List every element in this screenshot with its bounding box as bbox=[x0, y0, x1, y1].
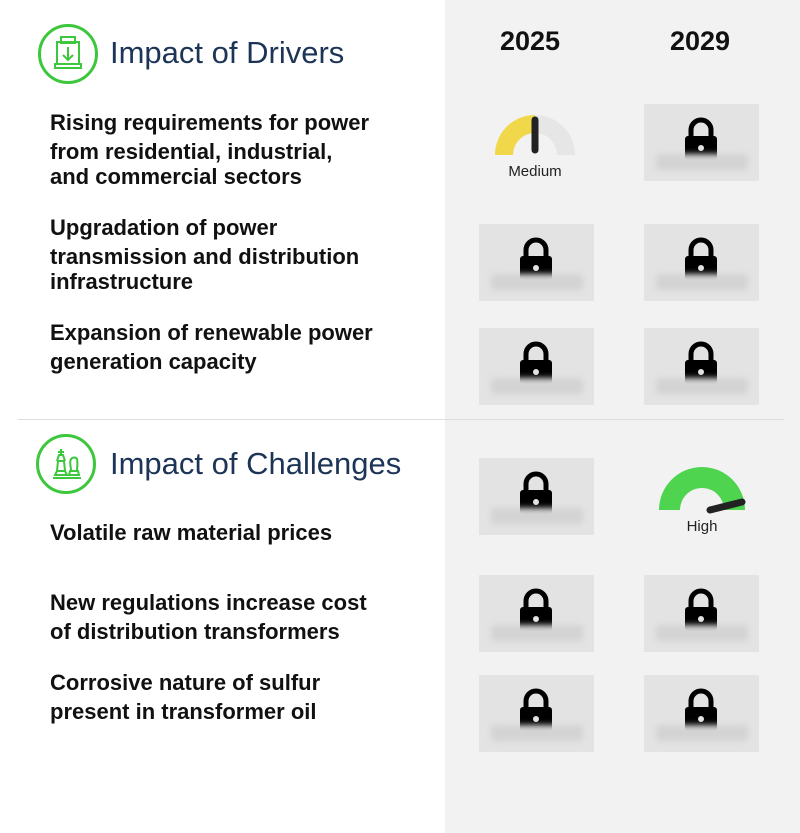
locked-cell[interactable] bbox=[644, 575, 759, 652]
factor-line: Rising requirements for power bbox=[50, 110, 370, 135]
money-machine-icon bbox=[38, 24, 98, 84]
year-2025-header: 2025 bbox=[499, 26, 561, 56]
locked-cell[interactable] bbox=[479, 224, 594, 301]
locked-cell[interactable] bbox=[644, 104, 759, 181]
factor-line: Corrosive nature of sulfur bbox=[50, 670, 321, 695]
driver-factor: Upgradation of power transmission and di… bbox=[50, 213, 390, 296]
factor-line: transmission and distribution bbox=[50, 244, 360, 269]
high-gauge bbox=[652, 464, 752, 544]
high-gauge-label: High bbox=[686, 518, 718, 535]
factor-line: from residential, industrial, bbox=[50, 139, 333, 164]
year-2029-header: 2029 bbox=[669, 26, 731, 56]
medium-gauge bbox=[485, 108, 585, 188]
locked-cell[interactable] bbox=[644, 224, 759, 301]
factor-line: Expansion of renewable power bbox=[50, 320, 373, 345]
section-divider bbox=[18, 419, 784, 420]
locked-cell[interactable] bbox=[479, 458, 594, 535]
challenges-title: Impact of Challenges bbox=[110, 446, 402, 481]
factor-line: of distribution transformers bbox=[50, 619, 340, 644]
factor-line: present in transformer oil bbox=[50, 699, 317, 724]
factor-line: Upgradation of power bbox=[50, 215, 278, 240]
challenge-factor: New regulations increase cost of distrib… bbox=[50, 588, 390, 646]
factor-line: and commercial sectors bbox=[50, 164, 302, 189]
drivers-title: Impact of Drivers bbox=[110, 35, 345, 70]
chess-pieces-icon bbox=[36, 434, 96, 494]
locked-cell[interactable] bbox=[479, 328, 594, 405]
factor-line: New regulations increase cost bbox=[50, 590, 367, 615]
locked-cell[interactable] bbox=[479, 675, 594, 752]
challenge-factor: Volatile raw material prices bbox=[50, 518, 390, 547]
challenge-factor: Corrosive nature of sulfur present in tr… bbox=[50, 668, 390, 726]
driver-factor: Rising requirements for power from resid… bbox=[50, 108, 390, 191]
locked-cell[interactable] bbox=[644, 328, 759, 405]
factor-line: Volatile raw material prices bbox=[50, 520, 333, 545]
factor-line: generation capacity bbox=[50, 349, 257, 374]
factor-line: infrastructure bbox=[50, 269, 194, 294]
locked-cell[interactable] bbox=[479, 575, 594, 652]
driver-factor: Expansion of renewable power generation … bbox=[50, 318, 390, 376]
locked-cell[interactable] bbox=[644, 675, 759, 752]
medium-gauge-label: Medium bbox=[508, 163, 562, 180]
